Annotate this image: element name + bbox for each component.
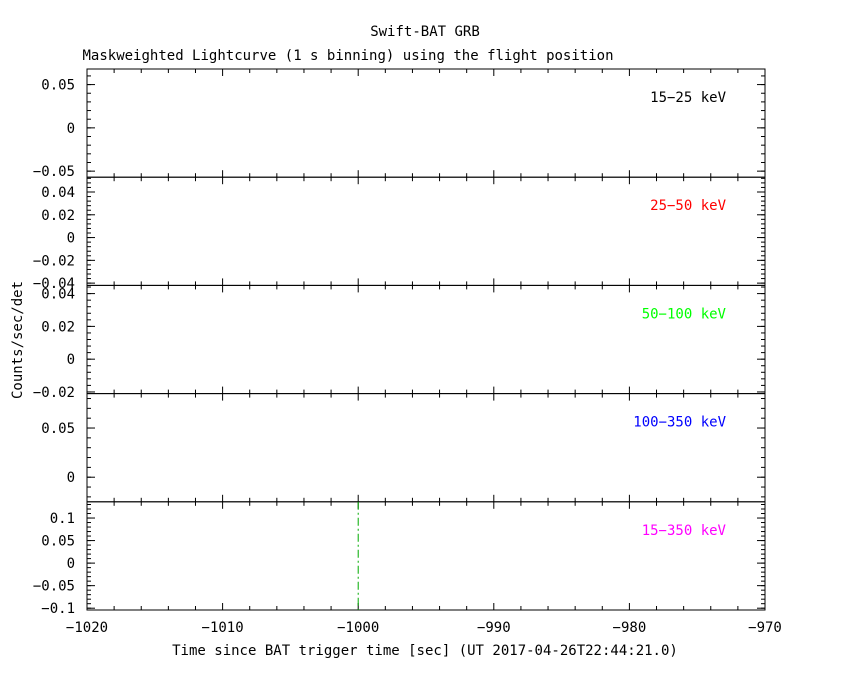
panel-frame [86, 501, 766, 611]
y-tick-label: −0.02 [33, 385, 75, 401]
panel-2: 0.04 0.02 0 −0.02 50−100 keV [33, 284, 766, 401]
y-tick-label: 0 [67, 352, 75, 368]
y-tick-label: 0 [67, 470, 75, 486]
y-tick-label: 0.1 [50, 511, 75, 527]
y-tick-label: 0.05 [41, 78, 75, 94]
y-tick-label: 0.02 [41, 208, 75, 224]
x-axis-label: Time since BAT trigger time [sec] (UT 20… [172, 643, 678, 659]
y-tick-label: −0.1 [41, 601, 75, 617]
y-tick-label: −0.04 [33, 276, 75, 292]
x-axis: −1020 −1010 −1000 −990 −980 −970 [66, 620, 782, 636]
y-tick-label: 0 [67, 556, 75, 572]
band-label: 100−350 keV [633, 415, 726, 431]
band-label: 15−350 keV [642, 523, 727, 539]
band-label: 25−50 keV [650, 198, 726, 214]
band-label: 50−100 keV [642, 306, 727, 322]
panel-frame [86, 284, 766, 395]
y-tick-label: 0.04 [41, 287, 75, 303]
y-tick-label: 0.05 [41, 421, 75, 437]
y-axis-label: Counts/sec/det [10, 281, 26, 399]
y-tick-label: 0 [67, 231, 75, 247]
panels-group: 0.05 0 −0.05 15−25 keV 0.04 0.02 0 −0.02 −0.04 25… [33, 68, 766, 617]
panel-frame [86, 68, 766, 178]
y-tick-label: −0.02 [33, 253, 75, 269]
x-tick-label: −1010 [202, 620, 244, 636]
panel-3: 0.05 0 100−350 keV [41, 393, 766, 503]
y-tick-label: 0.05 [41, 534, 75, 550]
x-tick-label: −980 [613, 620, 647, 636]
band-label: 15−25 keV [650, 90, 726, 106]
panel-0: 0.05 0 −0.05 15−25 keV [33, 68, 766, 180]
panel-frame [86, 393, 766, 503]
chart-subtitle: Maskweighted Lightcurve (1 s binning) us… [82, 48, 613, 64]
y-tick-label: 0.04 [41, 185, 75, 201]
x-tick-label: −1000 [337, 620, 379, 636]
chart-title: Swift-BAT GRB [370, 24, 480, 40]
panel-4: 0.1 0.05 0 −0.05 −0.1 15−350 keV [33, 501, 766, 617]
x-tick-label: −970 [748, 620, 782, 636]
y-tick-label: −0.05 [33, 579, 75, 595]
x-tick-label: −1020 [66, 620, 108, 636]
y-tick-label: 0.02 [41, 319, 75, 335]
panel-frame [86, 176, 766, 286]
y-tick-label: 0 [67, 121, 75, 137]
y-tick-label: −0.05 [33, 164, 75, 180]
panel-1: 0.04 0.02 0 −0.02 −0.04 25−50 keV [33, 176, 766, 292]
x-tick-label: −990 [477, 620, 511, 636]
